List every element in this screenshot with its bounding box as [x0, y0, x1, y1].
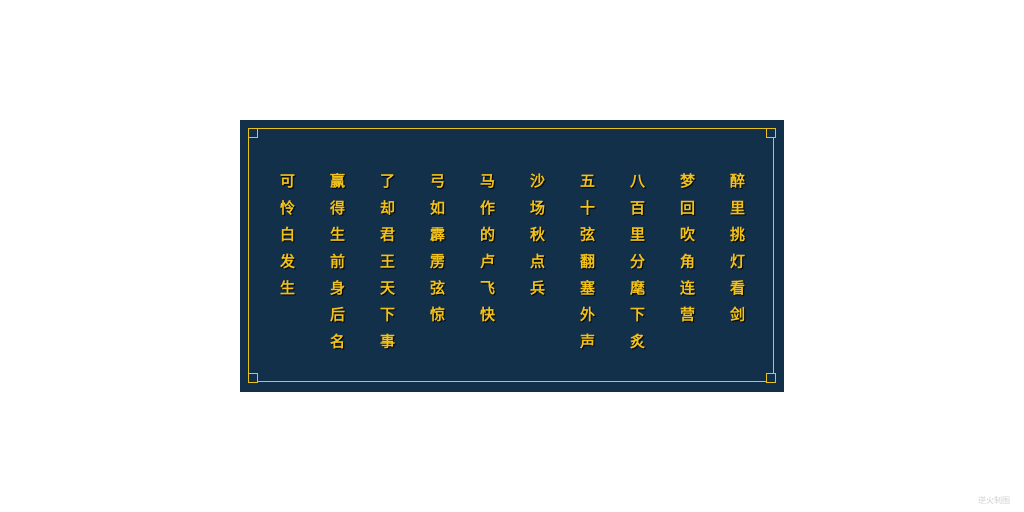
poem-line: 赢得生前身后名 [328, 173, 346, 360]
poem-line: 醉里挑灯看剑 [728, 173, 746, 334]
poem-line: 弓如霹雳弦惊 [428, 173, 446, 334]
poem-column: 八百里分麾下炙 [612, 173, 662, 360]
decorative-frame [248, 128, 774, 382]
poem-column: 了却君王天下事 [362, 173, 412, 360]
corner-ornament [248, 373, 258, 383]
corner-ornament [766, 373, 776, 383]
watermark: 逆火制图 [978, 496, 1010, 505]
poem-column: 弓如霹雳弦惊 [412, 173, 462, 333]
corner-ornament [248, 128, 258, 138]
vertical-poem: 醉里挑灯看剑 梦回吹角连营 八百里分麾下炙 五十弦翻塞外声 沙场秋点兵 马作的卢… [262, 173, 762, 373]
poem-column: 赢得生前身后名 [312, 173, 362, 360]
poem-line: 五十弦翻塞外声 [578, 173, 596, 360]
poem-column: 可怜白发生 [262, 173, 312, 307]
poem-column: 沙场秋点兵 [512, 173, 562, 307]
poem-line: 沙场秋点兵 [528, 173, 546, 307]
poem-column: 梦回吹角连营 [662, 173, 712, 333]
poem-column: 马作的卢飞快 [462, 173, 512, 333]
poem-line: 可怜白发生 [278, 173, 296, 307]
poem-panel [240, 120, 784, 392]
poem-line: 梦回吹角连营 [678, 173, 696, 334]
poem-line: 马作的卢飞快 [478, 173, 496, 334]
corner-ornament [766, 128, 776, 138]
poem-column: 五十弦翻塞外声 [562, 173, 612, 360]
poem-line: 了却君王天下事 [378, 173, 396, 360]
poem-column: 醉里挑灯看剑 [712, 173, 762, 333]
poem-line: 八百里分麾下炙 [628, 173, 646, 360]
